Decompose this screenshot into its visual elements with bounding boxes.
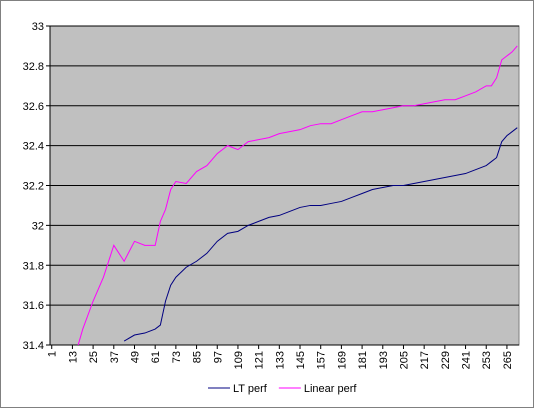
- y-tick-label: 32.2: [23, 181, 44, 193]
- x-tick-label: 1: [47, 351, 59, 357]
- x-tick-label: 241: [461, 351, 473, 369]
- y-tick-label: 32: [32, 220, 44, 232]
- x-tick-label: 97: [212, 351, 224, 363]
- x-tick-label: 229: [440, 351, 452, 369]
- x-tick-label: 13: [67, 351, 79, 363]
- y-tick-label: 32.4: [23, 141, 44, 153]
- x-tick-label: 133: [274, 351, 286, 369]
- y-tick-label: 33: [32, 21, 44, 33]
- x-tick-label: 109: [233, 351, 245, 369]
- x-tick-label: 193: [378, 351, 390, 369]
- x-tick-label: 85: [192, 351, 204, 363]
- x-tick-label: 121: [254, 351, 266, 369]
- series-line: [123, 127, 518, 342]
- plot-lines: [77, 45, 518, 345]
- x-tick-label: 253: [481, 351, 493, 369]
- x-tick-label: 61: [150, 351, 162, 363]
- y-tick-label: 31.6: [23, 300, 44, 312]
- x-tick-label: 25: [88, 351, 100, 363]
- x-tick-label: 181: [357, 351, 369, 369]
- x-tick-label: 265: [502, 351, 514, 369]
- x-tick-label: 217: [419, 351, 431, 369]
- y-tick-label: 32.8: [23, 61, 44, 73]
- x-tick-label: 205: [398, 351, 410, 369]
- x-tick-label: 145: [295, 351, 307, 369]
- y-tick-label: 31.8: [23, 260, 44, 272]
- y-tick-label: 31.4: [23, 340, 44, 352]
- x-tick-label: 169: [336, 351, 348, 369]
- x-tick-label: 73: [171, 351, 183, 363]
- y-tick-label: 32.6: [23, 101, 44, 113]
- legend-label: Linear perf: [304, 383, 358, 395]
- x-tick-label: 49: [129, 351, 141, 363]
- series-line: [77, 45, 518, 345]
- x-tick-label: 37: [109, 351, 121, 363]
- x-tick-label: 157: [316, 351, 328, 369]
- legend-label: LT perf: [233, 383, 268, 395]
